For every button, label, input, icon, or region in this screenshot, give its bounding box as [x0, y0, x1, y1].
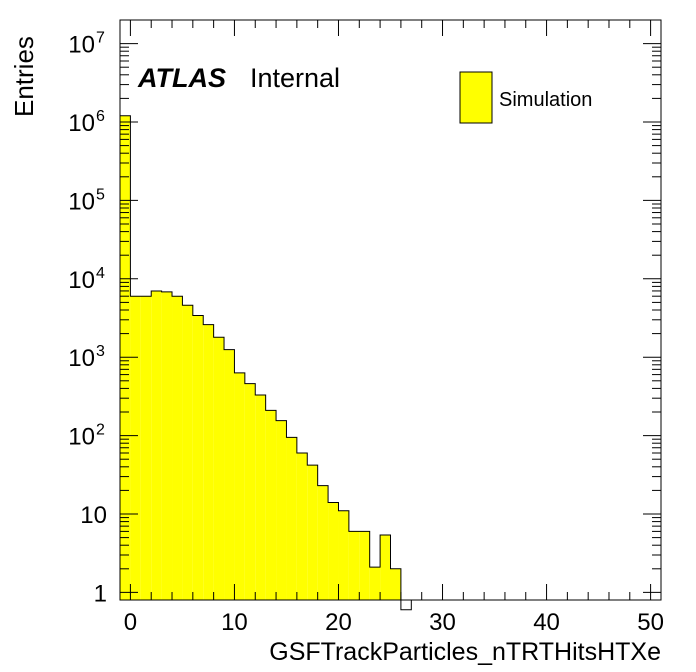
- svg-text:10: 10: [68, 267, 95, 294]
- histogram-bar: [328, 502, 339, 600]
- histogram-bar: [140, 296, 152, 600]
- svg-text:4: 4: [96, 265, 105, 282]
- legend: Simulation: [459, 71, 592, 124]
- svg-text:5: 5: [96, 186, 105, 203]
- x-tick-label: 50: [637, 609, 664, 636]
- histogram-bar: [213, 337, 225, 600]
- svg-text:10: 10: [80, 502, 107, 529]
- histogram-bar: [390, 568, 401, 600]
- x-tick-label: 20: [325, 609, 352, 636]
- x-tick-label: 10: [221, 609, 248, 636]
- svg-text:10: 10: [68, 424, 95, 451]
- x-axis-label: GSFTrackParticles_nTRTHitsHTXe: [269, 638, 661, 666]
- histogram-bar: [317, 485, 329, 600]
- x-tick-labels: 0 10 20 30 40 50: [124, 609, 664, 636]
- histogram-bar: [255, 394, 266, 600]
- y-tick-label: 10 4: [68, 265, 105, 294]
- svg-text:7: 7: [96, 30, 105, 47]
- x-tick-label: 0: [124, 609, 137, 636]
- histogram-bar: [192, 315, 204, 600]
- histogram-bar: [380, 534, 391, 600]
- atlas-label-internal: Internal: [250, 63, 340, 93]
- y-axis-label: Entries: [9, 36, 39, 117]
- histogram-bar: [369, 567, 381, 600]
- svg-text:6: 6: [96, 108, 105, 125]
- svg-text:2: 2: [96, 422, 105, 439]
- histogram-bar: [172, 296, 183, 600]
- histogram-bar: [359, 531, 370, 600]
- svg-text:10: 10: [68, 345, 95, 372]
- y-tick-label: 10 3: [68, 343, 105, 372]
- legend-swatch-simulation: [459, 71, 493, 124]
- histogram-bar: [338, 510, 349, 600]
- y-tick-label: 10 7: [68, 30, 105, 59]
- y-tick-label: 1: [94, 580, 107, 607]
- histogram-bars: [119, 115, 661, 611]
- y-tick-label: 10: [80, 502, 107, 529]
- y-tick-label: 10 2: [68, 422, 105, 451]
- axis-ticks: [120, 19, 661, 600]
- atlas-label: ATLAS Internal: [137, 63, 340, 93]
- histogram-bar: [224, 349, 235, 600]
- svg-text:10: 10: [68, 32, 95, 59]
- y-tick-label: 10 6: [68, 108, 105, 137]
- histogram-bar: [265, 410, 277, 600]
- svg-text:10: 10: [68, 188, 95, 215]
- histogram-bar: [307, 465, 318, 600]
- legend-label-simulation: Simulation: [499, 89, 592, 111]
- histogram-bar: [286, 437, 297, 600]
- atlas-label-bold: ATLAS: [137, 63, 226, 93]
- svg-text:1: 1: [94, 580, 107, 607]
- histogram-bar: [161, 291, 173, 600]
- svg-text:10: 10: [68, 110, 95, 137]
- histogram-bar: [234, 372, 245, 600]
- histogram-bar: [120, 115, 131, 601]
- y-tick-label: 10 5: [68, 186, 105, 215]
- x-tick-label: 30: [429, 609, 456, 636]
- histogram-bar: [151, 290, 162, 600]
- histogram-bar: [130, 296, 141, 600]
- histogram-bar: [296, 452, 308, 600]
- histogram-bar: [182, 305, 193, 600]
- histogram-bar: [203, 324, 214, 600]
- x-tick-label: 40: [533, 609, 560, 636]
- histogram-bar: [348, 531, 360, 600]
- histogram-bar: [276, 420, 287, 600]
- svg-text:3: 3: [96, 343, 105, 360]
- histogram-bar: [244, 383, 256, 600]
